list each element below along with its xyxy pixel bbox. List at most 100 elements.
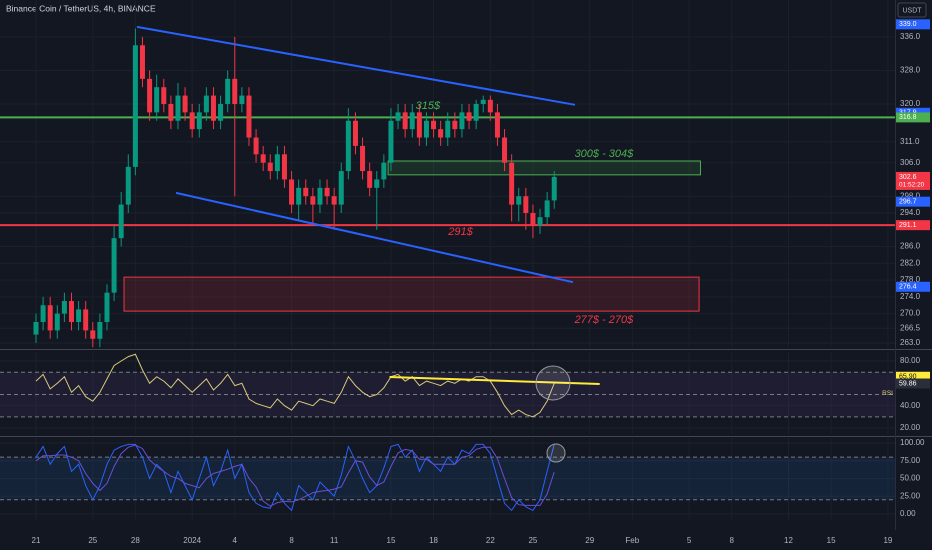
candle-body xyxy=(317,187,323,205)
zone xyxy=(387,160,701,176)
price-tag xyxy=(896,171,930,190)
price-tag-label: 291.1 xyxy=(899,222,917,229)
candle-body xyxy=(494,112,500,138)
candle-body xyxy=(232,78,238,104)
y-tick-label: 50.00 xyxy=(900,474,921,483)
y-tick-label: 75.00 xyxy=(900,456,921,465)
x-tick-label: 18 xyxy=(429,536,438,545)
candle-body xyxy=(502,137,508,163)
price-tag xyxy=(896,378,930,389)
y-tick-label: 294.0 xyxy=(900,208,921,217)
candle-body xyxy=(83,309,89,331)
candle-body xyxy=(33,322,39,335)
candle-body xyxy=(225,78,231,104)
currency-label[interactable]: USDT xyxy=(902,7,922,14)
candle-body xyxy=(466,112,472,121)
candle-body xyxy=(438,129,444,138)
y-tick-label: 0.00 xyxy=(900,509,916,518)
highlight-circle xyxy=(546,443,566,463)
candle-body xyxy=(239,95,245,104)
x-tick-label: Feb xyxy=(625,536,639,545)
x-tick-label: 2024 xyxy=(183,536,201,545)
x-tick-label: 8 xyxy=(289,536,294,545)
x-tick-label: 11 xyxy=(330,536,339,545)
candle-body xyxy=(452,120,458,130)
candle-body xyxy=(104,292,110,323)
highlight-circle xyxy=(535,365,571,401)
candle-body xyxy=(431,120,437,130)
candle-body xyxy=(154,87,160,113)
candle-body xyxy=(274,154,280,172)
x-tick-label: 29 xyxy=(585,536,594,545)
candle-body xyxy=(367,171,373,188)
candle-body xyxy=(161,87,167,104)
candle-body xyxy=(544,200,550,218)
candle-body xyxy=(260,154,266,163)
countdown-label: 01:52:20 xyxy=(899,182,925,189)
x-tick-label: 28 xyxy=(131,536,140,545)
x-tick-label: 25 xyxy=(88,536,97,545)
price-tag-label: 65.90 xyxy=(899,374,917,381)
candle-body xyxy=(303,187,309,197)
candle-body xyxy=(139,45,145,79)
symbol-title: Binance Coin / TetherUS, 4h, BINANCE xyxy=(6,3,156,13)
trend-line xyxy=(175,191,574,284)
price-tag xyxy=(896,112,930,123)
currency-button[interactable] xyxy=(897,2,927,18)
y-tick-label: 278.0 xyxy=(900,275,921,284)
candle-body xyxy=(509,162,515,205)
candle-body xyxy=(189,112,195,130)
candle-body xyxy=(310,196,316,205)
candle-body xyxy=(47,305,53,331)
x-tick-label: 8 xyxy=(729,536,734,545)
candle-body xyxy=(218,103,224,121)
y-tick-label: 20.00 xyxy=(900,423,921,432)
annotation: 315$ xyxy=(416,100,441,112)
candle-body xyxy=(267,162,273,172)
candle-body xyxy=(61,301,67,314)
candle-body xyxy=(381,162,387,180)
candle-body xyxy=(345,120,351,172)
candle-body xyxy=(374,179,380,188)
candle-body xyxy=(281,154,287,180)
y-tick-label: 25.00 xyxy=(900,491,921,500)
candle-body xyxy=(523,196,529,213)
candle-body xyxy=(182,95,188,113)
candle-body xyxy=(395,112,401,121)
price-tag-label: 302.6 xyxy=(899,174,917,181)
y-tick-label: 266.5 xyxy=(900,323,921,332)
candle-body xyxy=(168,103,174,121)
candle-body xyxy=(459,112,465,130)
candle-body xyxy=(147,78,153,113)
price-tag-label: 59.86 xyxy=(899,380,917,387)
candle-body xyxy=(445,120,451,138)
candle-body xyxy=(196,112,202,130)
series-line xyxy=(35,444,555,507)
candle-body xyxy=(530,212,536,226)
annotation: 300$ - 304$ xyxy=(575,148,635,160)
candle-body xyxy=(360,145,366,172)
price-tag-label: 296.7 xyxy=(899,199,917,206)
candle-body xyxy=(480,99,486,104)
x-tick-label: 21 xyxy=(32,536,41,545)
price-tag xyxy=(896,371,930,382)
price-tag xyxy=(896,196,930,207)
candle-body xyxy=(416,112,422,138)
y-tick-label: 328.0 xyxy=(900,66,921,75)
annotation: 277$ - 270$ xyxy=(574,314,635,326)
candle-body xyxy=(76,309,82,323)
candle-body xyxy=(296,187,302,205)
candle-body xyxy=(487,99,493,113)
y-tick-label: 40.00 xyxy=(900,401,921,410)
price-tag xyxy=(896,281,930,292)
candle-body xyxy=(203,95,209,113)
series-line xyxy=(35,353,555,418)
candle-body xyxy=(253,137,259,155)
candle-body xyxy=(338,171,344,205)
candle-body xyxy=(132,45,138,167)
annotation: 291$ xyxy=(447,226,473,238)
x-tick-label: 15 xyxy=(827,536,836,545)
candle-body xyxy=(118,204,124,239)
candle-body xyxy=(246,95,252,138)
candle-body xyxy=(352,120,358,146)
